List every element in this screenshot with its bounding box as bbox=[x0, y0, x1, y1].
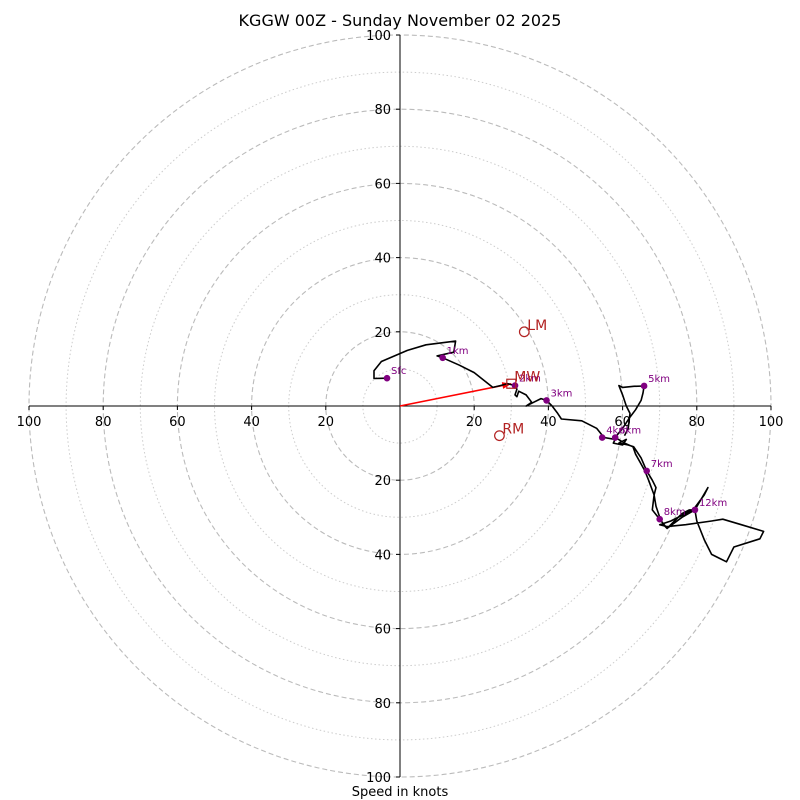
height-label-12km: 12km bbox=[699, 498, 727, 509]
x-tick-label-5: 20 bbox=[466, 415, 483, 430]
y-tick-label-3: 40 bbox=[374, 252, 391, 267]
x-tick-label-2: 60 bbox=[169, 415, 186, 430]
y-tick-label-5: 20 bbox=[374, 474, 391, 489]
height-label-5km: 5km bbox=[648, 374, 670, 385]
x-tick-label-0: 100 bbox=[17, 415, 42, 430]
x-tick-label-7: 60 bbox=[614, 415, 631, 430]
x-tick-label-9: 100 bbox=[759, 415, 784, 430]
motion-label-mw: MW bbox=[514, 370, 540, 386]
height-marker-2km bbox=[511, 382, 519, 389]
x-tick-label-8: 80 bbox=[689, 415, 706, 430]
y-tick-label-9: 100 bbox=[366, 771, 391, 786]
height-marker-sfc bbox=[383, 374, 391, 382]
x-tick-label-3: 40 bbox=[243, 415, 260, 430]
height-marker-3km bbox=[543, 397, 550, 404]
x-tick-label-1: 80 bbox=[95, 415, 112, 430]
height-label-8km: 8km bbox=[664, 507, 686, 518]
height-marker-7km bbox=[643, 467, 651, 475]
height-marker-12km bbox=[691, 506, 699, 514]
y-tick-label-2: 60 bbox=[374, 177, 391, 192]
height-label-4km: 4km bbox=[606, 426, 628, 437]
y-tick-label-6: 40 bbox=[374, 548, 391, 563]
x-tick-label-4: 20 bbox=[318, 415, 335, 430]
y-tick-label-0: 100 bbox=[366, 29, 391, 44]
motion-label-lm: LM bbox=[527, 318, 547, 334]
height-label-1km: 1km bbox=[447, 346, 469, 357]
x-tick-label-6: 40 bbox=[540, 415, 557, 430]
storm-motion-markers: LM MW RM bbox=[494, 318, 547, 442]
height-marker-6km bbox=[611, 434, 619, 441]
x-axis-label: Speed in knots bbox=[352, 785, 449, 800]
height-label-sfc: Sfc bbox=[391, 366, 406, 377]
height-label-6km: 6km bbox=[619, 426, 641, 437]
y-tick-label-7: 60 bbox=[374, 623, 391, 638]
height-marker-1km bbox=[439, 354, 446, 362]
height-marker-8km bbox=[656, 515, 663, 523]
motion-marker-lm bbox=[518, 326, 530, 338]
y-tick-label-4: 20 bbox=[374, 326, 391, 341]
chart-title: KGGW 00Z - Sunday November 02 2025 bbox=[239, 11, 562, 30]
height-marker-5km bbox=[640, 382, 648, 390]
motion-marker-rm bbox=[494, 430, 505, 442]
hodograph-trace bbox=[373, 340, 765, 563]
mean-wind-arrow bbox=[399, 382, 512, 407]
motion-marker-mw bbox=[506, 378, 517, 389]
y-tick-label-8: 80 bbox=[374, 697, 391, 712]
height-label-3km: 3km bbox=[551, 388, 573, 399]
height-label-7km: 7km bbox=[651, 459, 673, 470]
height-label-2km: 2km bbox=[519, 374, 541, 385]
hodograph-line bbox=[373, 340, 765, 563]
tick-labels: 100 80 60 40 20 20 40 60 80 100 100 80 60 40 20 20 40 60 8… bbox=[17, 29, 784, 786]
y-tick-label-1: 80 bbox=[374, 103, 391, 118]
motion-label-rm: RM bbox=[502, 422, 524, 438]
height-marker-4km bbox=[598, 434, 606, 441]
